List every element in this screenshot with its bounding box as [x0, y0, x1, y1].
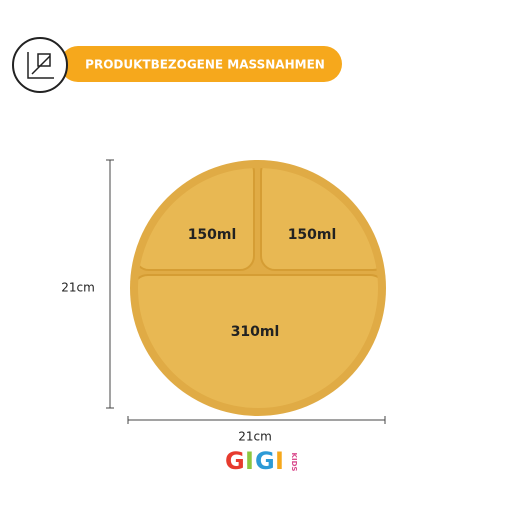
- brand-sub: KIDS: [290, 453, 298, 472]
- brand-letter: G: [255, 447, 275, 475]
- height-label: 21cm: [61, 281, 95, 295]
- brand-letter: I: [245, 447, 254, 475]
- brand-letter: I: [275, 447, 284, 475]
- compartment-label: 150ml: [188, 227, 237, 243]
- compartment: [138, 168, 255, 271]
- compartment: [260, 168, 378, 271]
- brand-letter: G: [225, 447, 245, 475]
- compartment-label: 150ml: [288, 227, 337, 243]
- compartment: [138, 274, 378, 408]
- brand-logo: G I G I: [225, 447, 284, 475]
- width-label: 21cm: [238, 430, 272, 444]
- header-title: PRODUKTBEZOGENE MASSNAHMEN: [85, 58, 325, 72]
- measure-icon: [27, 52, 54, 79]
- compartment-label: 310ml: [231, 324, 280, 340]
- height-line: [106, 159, 114, 409]
- width-line: [127, 416, 386, 424]
- header-pill: [60, 46, 342, 82]
